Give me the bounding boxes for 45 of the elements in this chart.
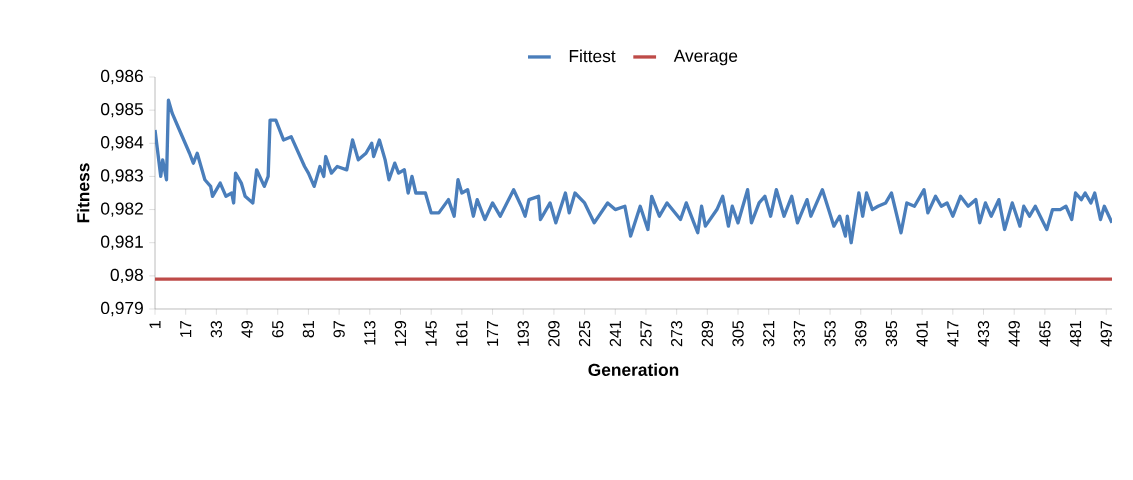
x-tick-label: 273	[670, 321, 683, 347]
y-tick-label: 0,982	[101, 202, 143, 217]
x-tick-label: 417	[947, 321, 959, 347]
y-tick-label: 0,986	[101, 69, 143, 85]
x-tick-label: 369	[855, 321, 867, 347]
y-tick-label: 0,979	[101, 301, 143, 317]
y-tick-label: 0,98	[110, 268, 143, 284]
x-tick-label: 321	[763, 321, 775, 347]
x-tick-label: 401	[916, 321, 928, 347]
x-tick-label: 161	[456, 321, 468, 346]
x-tick-label: 33	[210, 321, 223, 338]
x-tick-label: 129	[394, 321, 407, 346]
y-tick-label: 0,981	[101, 235, 143, 250]
line-series	[155, 98, 1112, 245]
x-tick-label: 497	[1100, 321, 1112, 347]
x-tick-label: 257	[640, 321, 652, 347]
x-tick-label: 81	[302, 321, 315, 338]
x-tick-label: 113	[364, 321, 376, 345]
y-tick-label: 0,985	[101, 102, 143, 118]
x-tick-label: 97	[333, 321, 345, 338]
x-tick-label: 225	[578, 320, 591, 347]
legend-label: Fittest	[569, 49, 616, 63]
y-axis-title: Fitness	[76, 163, 90, 223]
x-tick-label: 337	[793, 321, 806, 347]
x-tick-label: 209	[548, 321, 560, 347]
x-tick-label: 385	[885, 320, 898, 347]
x-tick-label: 65	[272, 320, 284, 338]
x-tick-label: 177	[487, 321, 499, 346]
x-tick-label: 145	[425, 320, 437, 346]
x-tick-label: 449	[1008, 321, 1020, 347]
x-tick-label: 1	[149, 321, 161, 328]
x-tick-label: 289	[701, 321, 713, 347]
y-tick-label: 0,984	[101, 136, 144, 151]
x-tick-label: 193	[517, 321, 529, 346]
x-tick-label: 481	[1069, 321, 1082, 347]
x-tick-label: 305	[732, 320, 744, 347]
legend-label: Average	[673, 49, 738, 66]
x-tick-label: 433	[977, 321, 990, 347]
x-axis-title: Generation	[588, 363, 679, 376]
y-tick-label: 0,983	[101, 169, 143, 184]
x-tick-label: 17	[180, 321, 192, 337]
x-tick-label: 465	[1039, 320, 1051, 347]
x-tick-label: 353	[824, 321, 836, 347]
x-tick-label: 49	[241, 321, 253, 338]
x-tick-label: 241	[609, 321, 621, 347]
